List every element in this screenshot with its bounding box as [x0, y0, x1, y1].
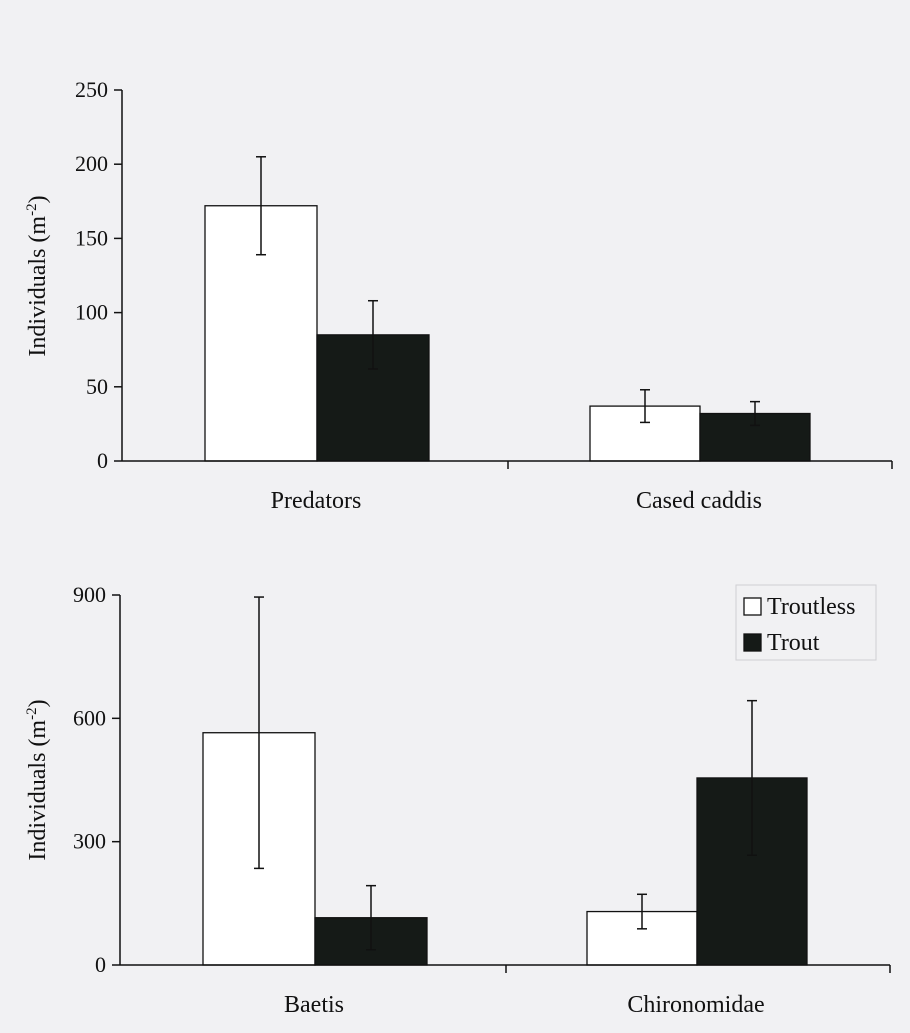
y-axis-label: Individuals (m-2): [24, 195, 51, 356]
y-tick-label: 100: [75, 300, 108, 325]
y-tick-label: 600: [73, 705, 106, 730]
legend: Troutless Trout: [735, 584, 877, 661]
y-tick-label: 0: [97, 448, 108, 473]
y-tick-label: 150: [75, 225, 108, 250]
legend-swatch-troutless: [743, 597, 762, 616]
chart-panel-bottom: 0 300 600 900 Baetis Chironomidae Individuals …: [24, 582, 891, 1018]
y-tick-label: 250: [75, 77, 108, 102]
x-category-label: Baetis: [284, 992, 344, 1018]
chart-panel-top: 0 50 100 150 200 250 Predators Cased caddis Indi…: [24, 77, 893, 514]
y-axis-label-close: ): [25, 699, 51, 707]
y-axis-label: Individuals (m-2): [24, 699, 51, 860]
legend-swatch-trout: [743, 633, 762, 652]
y-axis-label-close: ): [25, 195, 51, 203]
y-tick-label: 200: [75, 151, 108, 176]
y-tick-label: 900: [73, 582, 106, 607]
y-axis-label-sup: -2: [24, 707, 40, 720]
legend-label-trout: Trout: [767, 630, 820, 656]
x-category-label: Predators: [271, 488, 362, 514]
y-axis-label-main: Individuals (m: [25, 216, 51, 357]
y-tick-label: 50: [86, 374, 108, 399]
y-axis-label-sup: -2: [24, 203, 40, 216]
x-category-label: Cased caddis: [636, 488, 762, 514]
y-axis-label-main: Individuals (m: [25, 720, 51, 861]
y-tick-label: 300: [73, 829, 106, 854]
y-tick-label: 0: [95, 952, 106, 977]
legend-label-troutless: Troutless: [767, 594, 855, 620]
x-category-label: Chironomidae: [627, 992, 764, 1018]
